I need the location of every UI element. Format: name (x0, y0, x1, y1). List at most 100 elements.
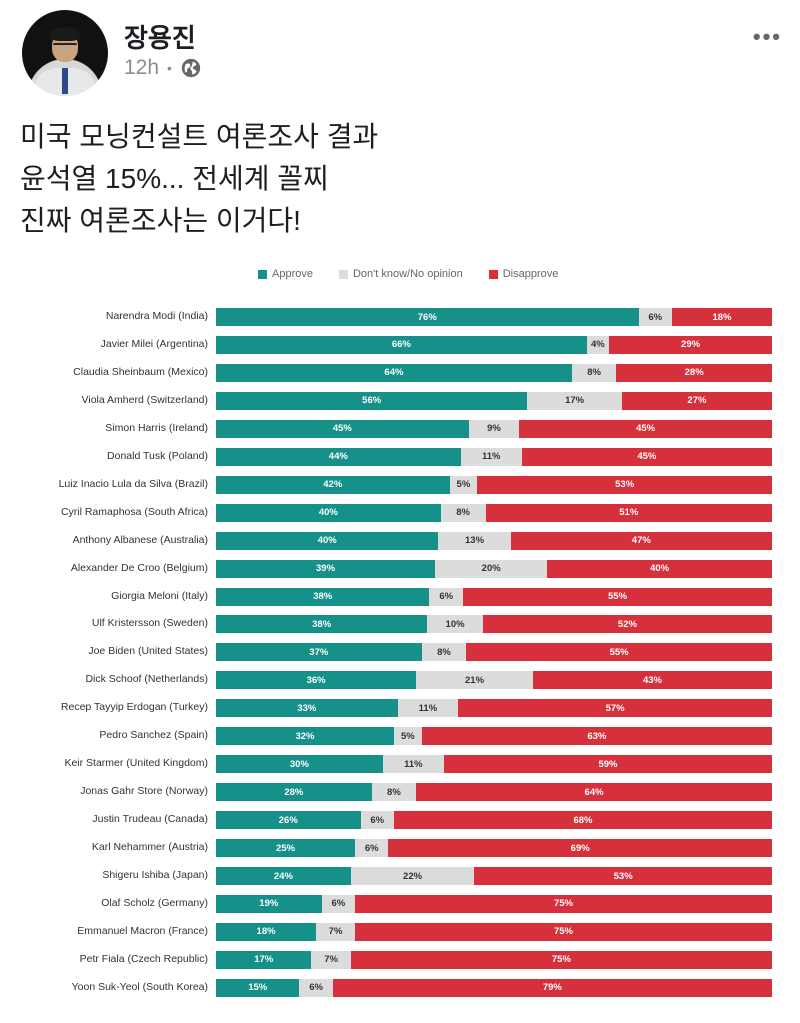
row-label: Anthony Albanese (Australia) (72, 533, 208, 546)
bar-segment-approve: 28% (216, 783, 372, 802)
chart-row: Narendra Modi (India) 76% 6% 18% (0, 308, 800, 326)
row-label: Cyril Ramaphosa (South Africa) (60, 505, 208, 518)
bar-segment-neutral: 11% (382, 755, 444, 774)
chart-row: Karl Nehammer (Austria) 25% 6% 69% (0, 839, 800, 858)
globe-icon[interactable] (180, 57, 202, 79)
more-options-button[interactable]: ••• (752, 24, 782, 49)
bar-segment-disapprove: 64% (416, 783, 772, 802)
stacked-bar: 28% 8% 64% (216, 783, 772, 802)
bar-segment-approve: 44% (216, 447, 461, 466)
post-text: 미국 모닝컨설트 여론조사 결과 윤석열 15%... 전세계 꼴찌 진짜 여론… (20, 116, 780, 242)
stacked-bar: 40% 8% 51% (216, 503, 772, 522)
post-text-line: 윤석열 15%... 전세계 꼴찌 (20, 163, 329, 194)
bar-segment-disapprove: 18% (671, 308, 772, 326)
stacked-bar: 33% 11% 57% (216, 699, 772, 718)
legend-swatch-approve (258, 269, 267, 279)
stacked-bar: 19% 6% 75% (216, 894, 772, 913)
bar-segment-neutral: 8% (371, 783, 417, 802)
bar-segment-neutral: 6% (299, 978, 333, 997)
bar-segment-neutral: 22% (350, 867, 475, 885)
chart-row: Javier Milei (Argentina) 66% 4% 29% (0, 335, 800, 354)
bar-segment-disapprove: 63% (421, 727, 772, 746)
bar-segment-disapprove: 57% (458, 699, 772, 718)
row-label: Jonas Gahr Store (Norway) (80, 785, 208, 798)
bar-segment-approve: 76% (216, 308, 639, 326)
chart-row: Viola Amherd (Switzerland) 56% 17% 27% (0, 391, 800, 410)
stacked-bar: 38% 6% 55% (216, 587, 772, 606)
approval-chart[interactable]: Approve Don't know/No opinion Disapprove… (0, 258, 800, 1023)
bar-segment-approve: 40% (216, 531, 439, 550)
stacked-bar: 30% 11% 59% (216, 755, 772, 774)
bar-segment-disapprove: 75% (350, 950, 772, 969)
bar-segment-approve: 38% (216, 615, 428, 634)
bar-segment-disapprove: 40% (547, 559, 772, 578)
stacked-bar: 40% 13% 47% (216, 531, 772, 550)
row-label: Shigeru Ishiba (Japan) (102, 869, 208, 881)
stacked-bar: 36% 21% 43% (216, 671, 772, 690)
row-label: Giorgia Meloni (Italy) (111, 589, 208, 602)
row-label: Pedro Sanchez (Spain) (99, 729, 208, 742)
bar-segment-disapprove: 68% (393, 811, 772, 830)
bar-segment-disapprove: 79% (332, 978, 772, 997)
chart-row: Cyril Ramaphosa (South Africa) 40% 8% 51% (0, 503, 800, 522)
row-label: Emmanuel Macron (France) (77, 924, 208, 937)
bar-segment-disapprove: 52% (482, 615, 772, 634)
row-label: Keir Starmer (United Kingdom) (64, 757, 208, 770)
bar-segment-neutral: 6% (321, 894, 355, 913)
bar-segment-neutral: 9% (468, 419, 520, 438)
bar-segment-neutral: 10% (427, 615, 483, 634)
row-label: Claudia Sheinbaum (Mexico) (73, 365, 208, 378)
chart-row: Olaf Scholz (Germany) 19% 6% 75% (0, 894, 800, 913)
row-label: Olaf Scholz (Germany) (101, 896, 208, 909)
bar-segment-disapprove: 45% (519, 419, 772, 438)
stacked-bar: 24% 22% 53% (216, 867, 772, 885)
bar-segment-neutral: 20% (435, 559, 548, 578)
stacked-bar: 76% 6% 18% (216, 308, 772, 326)
chart-row: Jonas Gahr Store (Norway) 28% 8% 64% (0, 783, 800, 802)
bar-segment-approve: 40% (216, 503, 441, 522)
stacked-bar: 64% 8% 28% (216, 363, 772, 382)
chart-row: Yoon Suk-Yeol (South Korea) 15% 6% 79% (0, 978, 800, 997)
chart-row: Emmanuel Macron (France) 18% 7% 75% (0, 922, 800, 941)
chart-row: Joe Biden (United States) 37% 8% 55% (0, 643, 800, 662)
legend-disapprove: Disapprove (488, 268, 559, 280)
bar-segment-disapprove: 28% (616, 363, 772, 382)
bar-segment-disapprove: 59% (443, 755, 772, 774)
bar-segment-approve: 26% (216, 811, 361, 830)
bar-segment-disapprove: 55% (463, 587, 772, 606)
author-name[interactable]: 장용진 (124, 23, 196, 53)
bar-segment-neutral: 5% (393, 727, 422, 746)
bar-segment-neutral: 6% (638, 308, 672, 326)
row-label: Narendra Modi (India) (105, 310, 208, 322)
meta-separator: • (167, 60, 172, 76)
bar-segment-approve: 38% (216, 587, 430, 606)
stacked-bar: 15% 6% 79% (216, 978, 772, 997)
bar-segment-neutral: 11% (460, 447, 522, 466)
post-text-line: 미국 모닝컨설트 여론조사 결과 (20, 121, 379, 152)
bar-segment-approve: 66% (216, 335, 587, 354)
bar-segment-disapprove: 51% (485, 503, 772, 522)
bar-segment-neutral: 7% (311, 950, 351, 969)
row-label: Karl Nehammer (Austria) (91, 841, 208, 854)
row-label: Dick Schoof (Netherlands) (85, 673, 208, 686)
legend-label-approve: Approve (272, 268, 313, 280)
stacked-bar: 37% 8% 55% (216, 643, 772, 662)
row-label: Javier Milei (Argentina) (100, 337, 208, 350)
legend-label-disapprove: Disapprove (502, 268, 559, 280)
bar-segment-approve: 24% (216, 867, 351, 885)
bar-segment-neutral: 11% (397, 699, 459, 718)
legend-neutral: Don't know/No opinion (338, 268, 463, 280)
bar-segment-approve: 45% (216, 419, 469, 438)
post-time[interactable]: 12h (124, 56, 160, 79)
bar-segment-disapprove: 29% (609, 335, 772, 354)
stacked-bar: 45% 9% 45% (216, 419, 772, 438)
bar-segment-approve: 18% (216, 922, 317, 941)
stacked-bar: 25% 6% 69% (216, 839, 772, 858)
bar-segment-neutral: 6% (355, 839, 389, 858)
bar-segment-disapprove: 27% (621, 391, 772, 410)
chart-row: Donald Tusk (Poland) 44% 11% 45% (0, 447, 800, 466)
stacked-bar: 17% 7% 75% (216, 950, 772, 969)
bar-segment-neutral: 8% (440, 503, 486, 522)
avatar[interactable] (22, 10, 108, 96)
bar-segment-approve: 19% (216, 894, 322, 913)
